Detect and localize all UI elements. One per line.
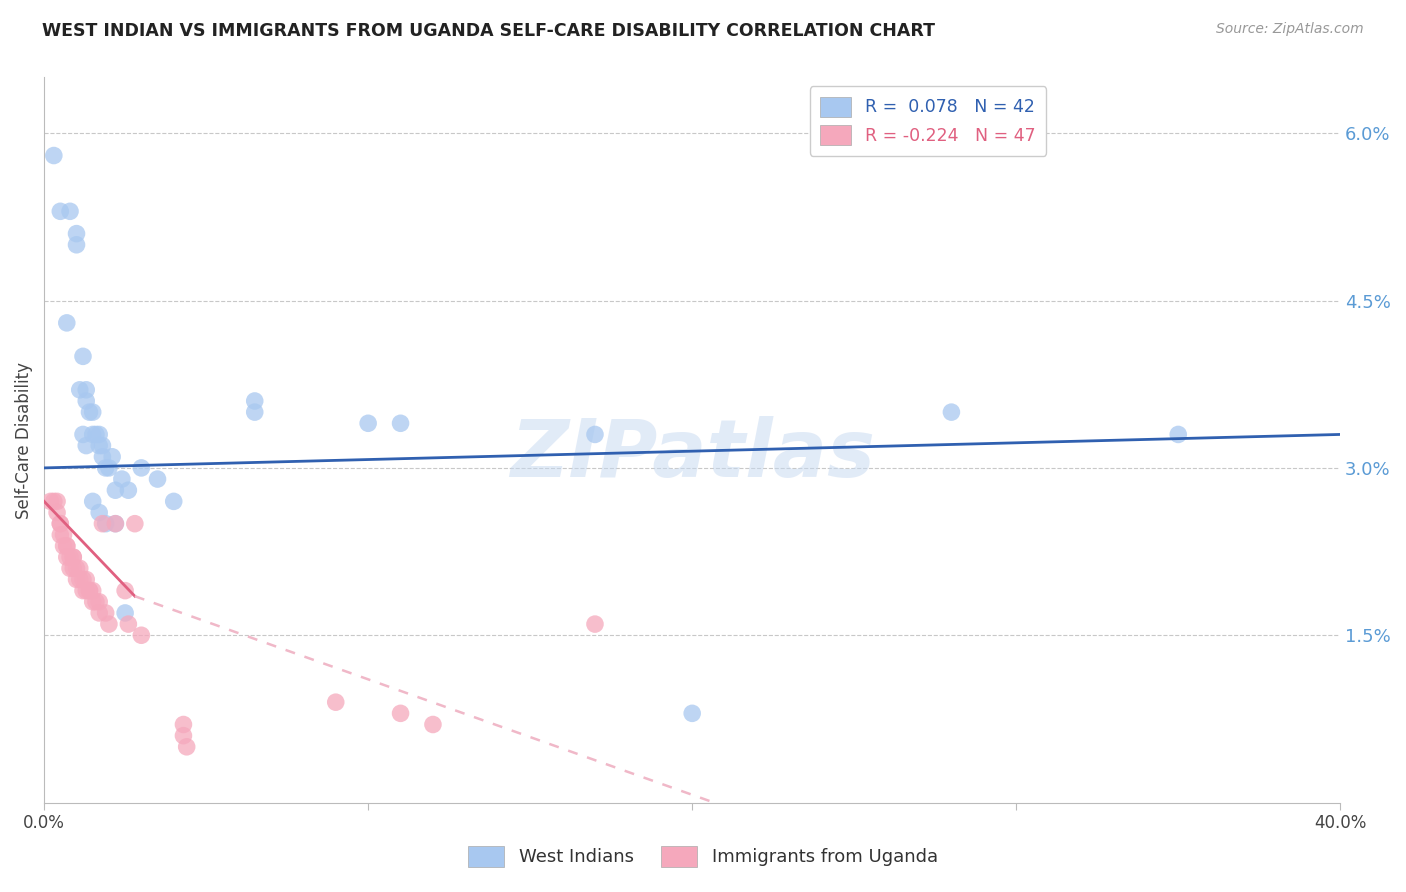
Point: [56, 539, 79, 553]
Point: [941, 405, 963, 419]
Point: [357, 417, 380, 431]
Point: [79, 583, 101, 598]
Point: [72, 573, 94, 587]
Point: [117, 617, 139, 632]
Point: [59, 550, 82, 565]
Point: [101, 450, 124, 464]
Point: [42, 494, 65, 508]
Point: [49, 516, 72, 531]
Point: [91, 516, 114, 531]
Point: [89, 427, 111, 442]
Point: [243, 394, 266, 409]
Point: [59, 204, 82, 219]
Point: [56, 316, 79, 330]
Point: [62, 550, 84, 565]
Y-axis label: Self-Care Disability: Self-Care Disability: [15, 361, 32, 518]
Point: [49, 516, 72, 531]
Point: [243, 405, 266, 419]
Point: [46, 506, 69, 520]
Text: ZIPatlas: ZIPatlas: [510, 416, 875, 493]
Point: [65, 573, 87, 587]
Text: WEST INDIAN VS IMMIGRANTS FROM UGANDA SELF-CARE DISABILITY CORRELATION CHART: WEST INDIAN VS IMMIGRANTS FROM UGANDA SE…: [42, 22, 935, 40]
Point: [91, 439, 114, 453]
Point: [75, 573, 97, 587]
Point: [46, 494, 69, 508]
Point: [91, 450, 114, 464]
Point: [94, 606, 117, 620]
Point: [65, 561, 87, 575]
Point: [1167, 427, 1189, 442]
Point: [82, 405, 104, 419]
Point: [49, 528, 72, 542]
Point: [75, 439, 97, 453]
Point: [75, 583, 97, 598]
Text: Source: ZipAtlas.com: Source: ZipAtlas.com: [1216, 22, 1364, 37]
Point: [389, 706, 412, 721]
Point: [97, 617, 120, 632]
Point: [62, 561, 84, 575]
Point: [146, 472, 169, 486]
Point: [124, 516, 146, 531]
Point: [325, 695, 347, 709]
Legend: R =  0.078   N = 42, R = -0.224   N = 47: R = 0.078 N = 42, R = -0.224 N = 47: [810, 87, 1046, 156]
Point: [89, 439, 111, 453]
Point: [583, 617, 606, 632]
Point: [97, 461, 120, 475]
Point: [69, 573, 91, 587]
Point: [82, 595, 104, 609]
Point: [56, 550, 79, 565]
Point: [114, 606, 136, 620]
Point: [79, 405, 101, 419]
Point: [62, 550, 84, 565]
Point: [172, 717, 194, 731]
Point: [59, 561, 82, 575]
Point: [72, 427, 94, 442]
Point: [65, 237, 87, 252]
Point: [69, 561, 91, 575]
Point: [84, 595, 107, 609]
Point: [104, 516, 127, 531]
Point: [94, 516, 117, 531]
Point: [82, 427, 104, 442]
Point: [65, 227, 87, 241]
Point: [52, 539, 75, 553]
Point: [69, 383, 91, 397]
Point: [82, 494, 104, 508]
Point: [56, 539, 79, 553]
Point: [111, 472, 134, 486]
Legend: West Indians, Immigrants from Uganda: West Indians, Immigrants from Uganda: [461, 838, 945, 874]
Point: [176, 739, 198, 754]
Point: [117, 483, 139, 498]
Point: [114, 583, 136, 598]
Point: [89, 606, 111, 620]
Point: [75, 394, 97, 409]
Point: [131, 461, 153, 475]
Point: [72, 349, 94, 363]
Point: [84, 427, 107, 442]
Point: [89, 506, 111, 520]
Point: [39, 494, 62, 508]
Point: [172, 729, 194, 743]
Point: [49, 204, 72, 219]
Point: [389, 417, 412, 431]
Point: [89, 595, 111, 609]
Point: [94, 461, 117, 475]
Point: [72, 583, 94, 598]
Point: [104, 483, 127, 498]
Point: [583, 427, 606, 442]
Point: [82, 583, 104, 598]
Point: [104, 516, 127, 531]
Point: [52, 528, 75, 542]
Point: [79, 583, 101, 598]
Point: [422, 717, 444, 731]
Point: [42, 148, 65, 162]
Point: [75, 383, 97, 397]
Point: [131, 628, 153, 642]
Point: [163, 494, 186, 508]
Point: [681, 706, 703, 721]
